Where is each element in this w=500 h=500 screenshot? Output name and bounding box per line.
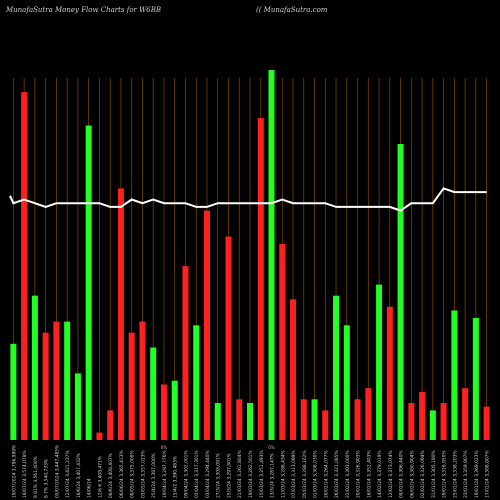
x-tick-label: 31/01/24 3,305,190% — [431, 450, 437, 498]
bar — [64, 321, 71, 440]
x-tick-label: 05/03/24 3,288,102% — [302, 450, 308, 498]
bar — [10, 343, 17, 440]
bar — [397, 144, 404, 440]
bar — [139, 321, 146, 440]
x-tick-label: 19/01/24 3,369,023% — [474, 450, 480, 498]
bar — [128, 332, 135, 440]
bar — [386, 306, 393, 440]
x-tick-label: 19/03/24 3,262,501% — [248, 450, 254, 498]
x-tick-label: 17/01/24 3,388,807% — [485, 450, 491, 498]
x-tick-label: 19/04/24 3,287,776% — [162, 450, 168, 498]
x-tick-label: 02/02/24 3,326,094% — [420, 450, 426, 498]
x-tick-label: 13/3/24 3,287,147% — [270, 453, 276, 498]
x-tick-label: 08/05/24 3,375,008% — [130, 450, 136, 498]
x-tick-label: 15/03/24 3,251,493% — [259, 450, 265, 498]
bar — [74, 373, 81, 440]
x-tick-label: 18/6/24 3,407,432% — [76, 453, 82, 498]
x-tick-label: 05/04/24 3,317,301% — [194, 450, 200, 498]
bar — [300, 399, 307, 440]
bar — [311, 399, 318, 440]
bar — [365, 388, 372, 440]
x-tick-label: 8 7% 3,540,733% — [44, 459, 50, 498]
x-tick-label: 15/4/2 3,390,483% — [173, 456, 179, 498]
x-tick-label: 11/03/24 3,288,434% — [280, 450, 286, 498]
x-tick-label: 26/02/24 3,321,085% — [334, 450, 340, 498]
x-tick-label: 06/02/24 3,380,904% — [409, 450, 415, 498]
bar — [376, 284, 383, 440]
bar — [117, 188, 124, 440]
bar — [483, 406, 490, 440]
bar — [42, 332, 49, 440]
x-tick-label: 9 81% 3,561,400% — [33, 456, 39, 498]
bar — [472, 317, 479, 440]
x-tick-label: 23/01/24 3,359,907% — [463, 450, 469, 498]
x-tick-label: 03/05/24 3,357,023% — [140, 450, 146, 498]
x-tick-label: 29/01/24 3,316,950% — [442, 450, 448, 498]
bar — [150, 347, 157, 440]
bar — [440, 403, 447, 440]
bar — [257, 118, 264, 440]
bar — [182, 266, 189, 440]
bar — [290, 299, 297, 440]
x-tick-label: 18/07/24 3,574,078% — [22, 450, 28, 498]
x-tick-label: 05/07/2024 3,447,485% — [54, 445, 60, 498]
x-tick-label: 12/02/24 3,373,074% — [388, 450, 394, 498]
bar — [451, 310, 458, 440]
bar — [462, 388, 469, 440]
bar — [408, 403, 415, 440]
bar — [429, 410, 436, 440]
money-flow-line — [9, 187, 487, 212]
bar — [279, 243, 286, 440]
x-tick-label: 27/3/24 3,308,091% — [216, 453, 222, 498]
bar — [236, 399, 243, 440]
bar — [107, 410, 114, 440]
bar — [419, 391, 426, 440]
x-tick-label: 25/01/24 3,338,203% — [452, 450, 458, 498]
x-tick-label: 14/02/24 3,379,019% — [377, 450, 383, 498]
x-tick-label: 21/03/24 3,261,804% — [237, 450, 243, 498]
bar — [343, 325, 350, 440]
x-tick-label: 07/03/24 3,313,099% — [291, 450, 297, 498]
x-tick-label: 14/06/24 — [87, 478, 93, 498]
marker-label: 0% — [161, 445, 168, 450]
x-tick-label: 12/6 6 3,408,471% — [97, 456, 103, 498]
x-tick-label: 01/03/24 3,308,030% — [313, 450, 319, 498]
x-tick-label: 03/04/24 3,294,440% — [205, 450, 211, 498]
bar — [225, 236, 232, 440]
x-tick-label: 28/02/24 3,264,077% — [323, 450, 329, 498]
x-tick-label: 19/07/2024 3,796,989% — [11, 445, 17, 498]
chart-title: MunafaSutra Money Flow Charts for W6BB — [6, 6, 162, 14]
bar — [333, 295, 340, 440]
x-tick-label: 16/02/24 3,352,403% — [366, 450, 372, 498]
x-tick-label: 22/02/24 3,303,000% — [345, 450, 351, 498]
x-tick-label: 12/07/24 3,421,237% — [65, 450, 71, 498]
x-tick-label: 08/6/24 3,408,407% — [108, 453, 114, 498]
x-tick-label: 09/04/24 3,302,001% — [183, 450, 189, 498]
x-tick-label: 25/4/24 3,387,000% — [151, 453, 157, 498]
x-tick-label: 20/02/24 3,326,903% — [356, 450, 362, 498]
x-tick-label: 08/02/24 3,396,440% — [399, 450, 405, 498]
x-tick-label: 25/3/24 3,297,801% — [226, 453, 232, 498]
bar — [31, 295, 38, 440]
bar — [53, 321, 60, 440]
bar — [193, 325, 200, 440]
site-credit: (( MunafaSutra.com — [256, 6, 328, 14]
bar — [160, 384, 167, 440]
bar — [214, 403, 221, 440]
bar — [171, 380, 178, 440]
bar — [354, 399, 361, 440]
bar — [96, 432, 103, 440]
bar — [322, 410, 329, 440]
bar — [21, 92, 28, 440]
bar — [203, 210, 210, 440]
marker-label: 0% — [268, 445, 275, 450]
bar — [85, 125, 92, 440]
bar — [247, 403, 253, 440]
bar — [268, 70, 275, 440]
x-tick-label: 06/06/24 3,365,413% — [119, 450, 125, 498]
